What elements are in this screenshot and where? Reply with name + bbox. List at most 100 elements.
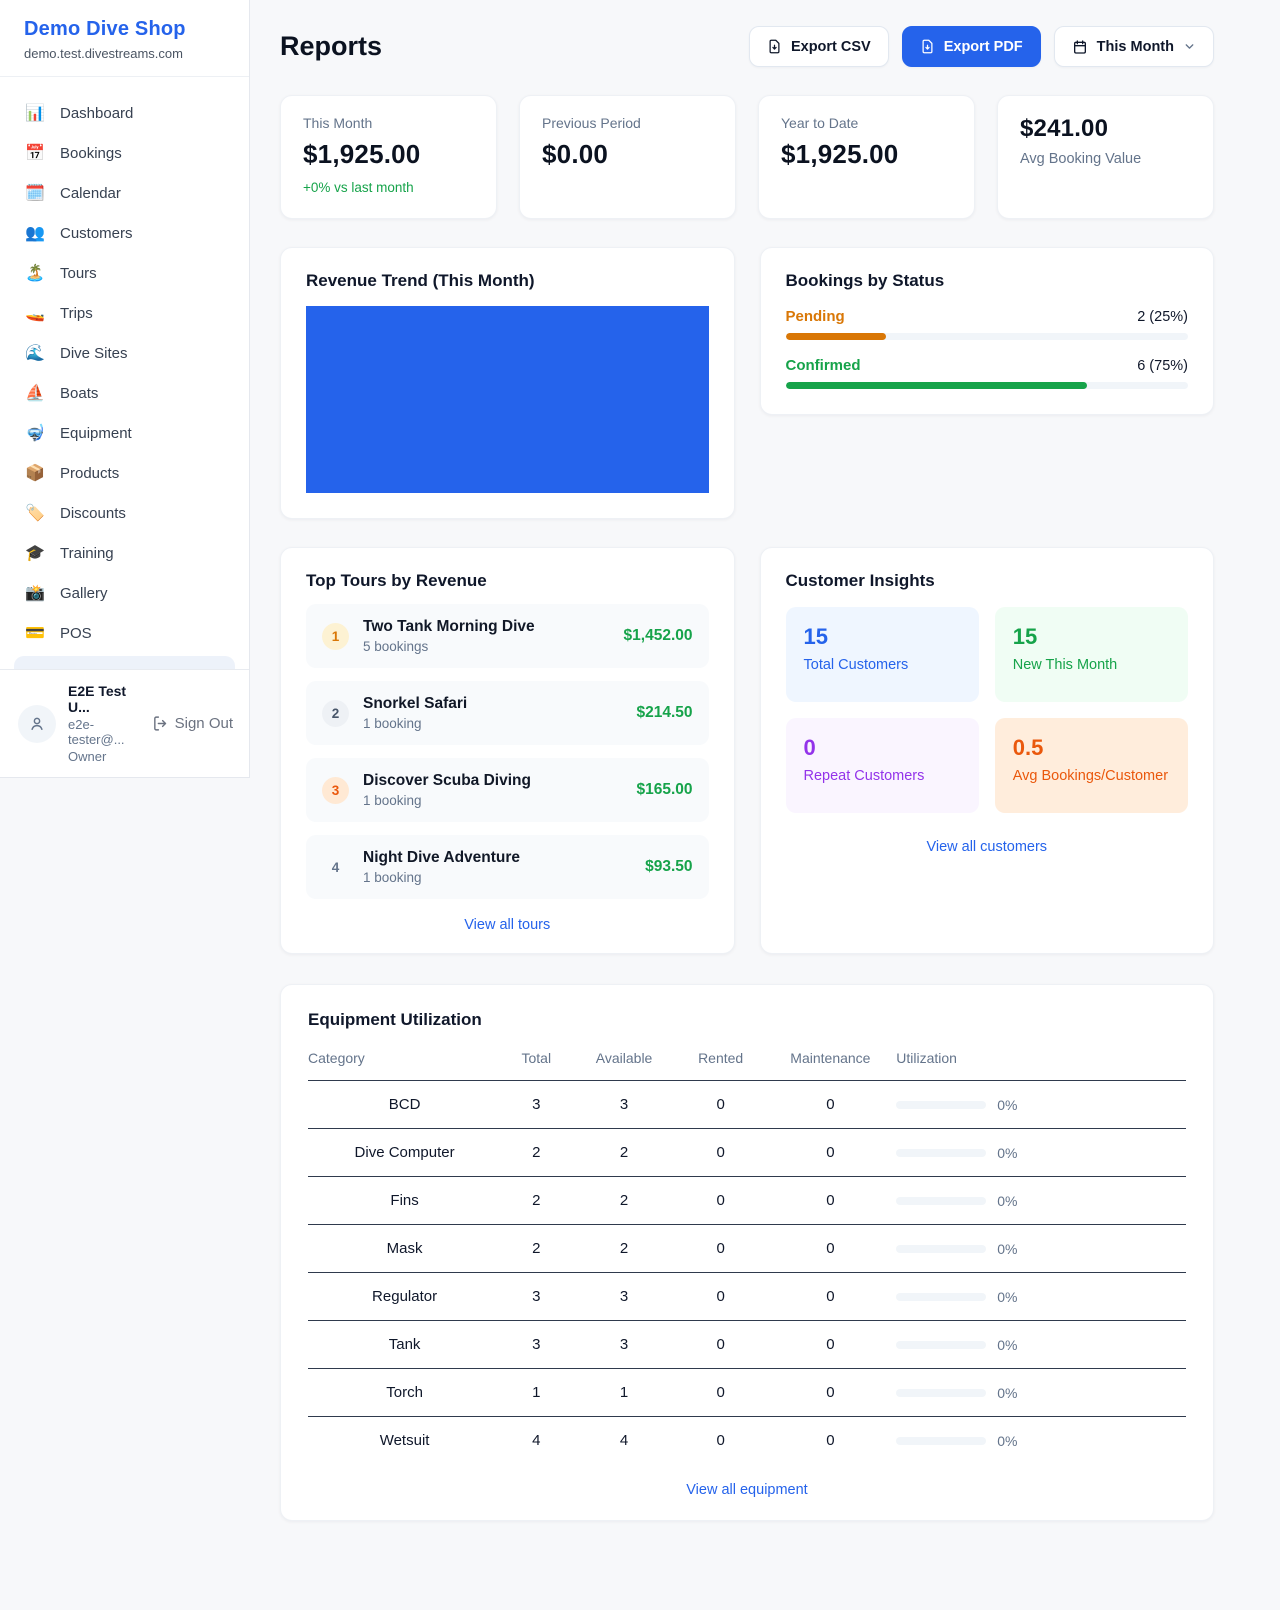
sidebar-item-label: Trips	[60, 304, 93, 322]
export-pdf-button[interactable]: Export PDF	[901, 26, 1041, 67]
stat-change: +0% vs last month	[303, 180, 414, 195]
cell-utilization: 0%	[896, 1417, 1186, 1465]
rank-badge: 4	[331, 859, 340, 875]
table-row: Regulator 3 3 0 0 0%	[308, 1272, 1186, 1321]
user-email: e2e-tester@...	[68, 717, 125, 747]
status-label: Confirmed	[785, 357, 861, 374]
sidebar-item-label: Boats	[60, 384, 99, 402]
utilization-pct: 0%	[997, 1432, 1018, 1449]
status-row-pending: Pending 2 (25%)	[785, 308, 1188, 340]
sidebar-item-reports-active-clipped[interactable]	[14, 656, 235, 669]
tour-amount: $165.00	[636, 781, 693, 798]
sidebar-item-label: Equipment	[60, 424, 132, 442]
sidebar-item-pos[interactable]: 💳 POS	[14, 613, 235, 653]
progress-track	[785, 382, 1188, 389]
tour-bookings: 1 booking	[363, 870, 422, 885]
page-title: Reports	[280, 31, 383, 61]
sidebar-item-trips[interactable]: 🚤 Trips	[14, 293, 235, 333]
sign-out-icon	[153, 716, 166, 731]
user-name: E2E Test U...	[68, 683, 127, 715]
sidebar-item-discounts[interactable]: 🏷️ Discounts	[14, 493, 235, 533]
avatar	[18, 704, 56, 743]
cell-total: 2	[501, 1224, 572, 1273]
cell-available: 1	[571, 1368, 677, 1417]
cell-rented: 0	[676, 1176, 765, 1225]
user-role: Owner	[68, 749, 107, 764]
cell-category: Mask	[308, 1224, 502, 1273]
progress-fill	[785, 333, 887, 340]
utilization-track	[896, 1436, 987, 1445]
utilization-track	[896, 1100, 987, 1109]
cell-total: 2	[501, 1128, 572, 1177]
equipment-table: Category Total Available Rented Maintena…	[308, 1044, 1186, 1464]
sidebar-item-training[interactable]: 🎓 Training	[14, 533, 235, 573]
export-csv-button[interactable]: Export CSV	[748, 26, 889, 67]
utilization-pct: 0%	[997, 1384, 1018, 1401]
sidebar-item-products[interactable]: 📦 Products	[14, 453, 235, 493]
training-icon: 🎓	[25, 545, 45, 562]
bookings-by-status-card: Bookings by Status Pending 2 (25%) Confi…	[759, 247, 1214, 415]
equipment-utilization-card: Equipment Utilization Category Total Ava…	[280, 984, 1214, 1521]
cell-utilization: 0%	[896, 1320, 1186, 1369]
view-all-equipment-link[interactable]: View all equipment	[686, 1482, 808, 1498]
sidebar-item-calendar[interactable]: 🗓️ Calendar	[14, 173, 235, 213]
col-available: Available	[571, 1044, 677, 1081]
utilization-track	[896, 1292, 987, 1301]
view-all-customers-link[interactable]: View all customers	[926, 839, 1048, 855]
tile-value: 0.5	[1012, 735, 1044, 760]
table-row: Dive Computer 2 2 0 0 0%	[308, 1128, 1186, 1177]
sidebar-item-dive-sites[interactable]: 🌊 Dive Sites	[14, 333, 235, 373]
sidebar-item-label: Customers	[60, 224, 133, 242]
view-all-tours-link[interactable]: View all tours	[464, 917, 551, 933]
sidebar-item-dashboard[interactable]: 📊 Dashboard	[14, 93, 235, 133]
table-row: Tank 3 3 0 0 0%	[308, 1320, 1186, 1369]
cell-utilization: 0%	[896, 1368, 1186, 1417]
header-actions: Export CSV Export PDF This Month	[748, 26, 1214, 67]
cell-utilization: 0%	[896, 1080, 1186, 1129]
sidebar-item-gallery[interactable]: 📸 Gallery	[14, 573, 235, 613]
cell-category: Dive Computer	[308, 1128, 502, 1177]
cell-category: Tank	[308, 1320, 502, 1369]
utilization-pct: 0%	[997, 1288, 1018, 1305]
user-block: E2E Test U... e2e-tester@... Owner Sign …	[0, 669, 249, 777]
sidebar-item-tours[interactable]: 🏝️ Tours	[14, 253, 235, 293]
user-icon	[31, 717, 43, 730]
cell-rented: 0	[676, 1080, 765, 1129]
tile-total-customers: 15 Total Customers	[785, 607, 979, 702]
cell-maintenance: 0	[764, 1224, 897, 1273]
cell-available: 2	[571, 1128, 677, 1177]
bookings-icon: 📅	[25, 145, 45, 162]
sidebar-item-bookings[interactable]: 📅 Bookings	[14, 133, 235, 173]
table-row: Torch 1 1 0 0 0%	[308, 1368, 1186, 1417]
sign-out-button[interactable]: Sign Out	[152, 715, 233, 732]
sidebar-item-boats[interactable]: ⛵ Boats	[14, 373, 235, 413]
calendar-icon: 🗓️	[25, 185, 45, 202]
customers-icon: 👥	[25, 225, 45, 242]
cell-rented: 0	[676, 1224, 765, 1273]
sidebar-item-label: Dashboard	[60, 104, 134, 122]
sidebar-item-label: Discounts	[60, 504, 126, 522]
cell-available: 4	[619, 1432, 629, 1449]
cell-utilization: 0%	[896, 1128, 1186, 1177]
tile-label: Total Customers	[803, 657, 909, 673]
utilization-track	[896, 1388, 987, 1397]
tour-bookings: 5 bookings	[363, 639, 429, 654]
period-select[interactable]: This Month	[1053, 26, 1214, 67]
export-csv-label: Export CSV	[790, 38, 871, 55]
sidebar-item-customers[interactable]: 👥 Customers	[14, 213, 235, 253]
cell-rented: 0	[676, 1128, 765, 1177]
insight-tiles: 15 Total Customers 15 New This Month 0 R…	[785, 607, 1188, 813]
sidebar-item-label: Dive Sites	[60, 344, 128, 362]
cell-available: 2	[571, 1224, 677, 1273]
sidebar-item-equipment[interactable]: 🤿 Equipment	[14, 413, 235, 453]
cell-available: 3	[571, 1080, 677, 1129]
stat-label: Previous Period	[542, 115, 641, 131]
revenue-trend-card: Revenue Trend (This Month)	[280, 247, 735, 519]
rank-badge: 1	[322, 622, 349, 650]
top-tours-title: Top Tours by Revenue	[306, 571, 487, 590]
col-maintenance: Maintenance	[764, 1044, 897, 1081]
cell-total: 4	[532, 1432, 541, 1449]
rank-badge: 3	[322, 776, 349, 804]
products-icon: 📦	[25, 465, 45, 482]
utilization-track	[896, 1340, 987, 1349]
